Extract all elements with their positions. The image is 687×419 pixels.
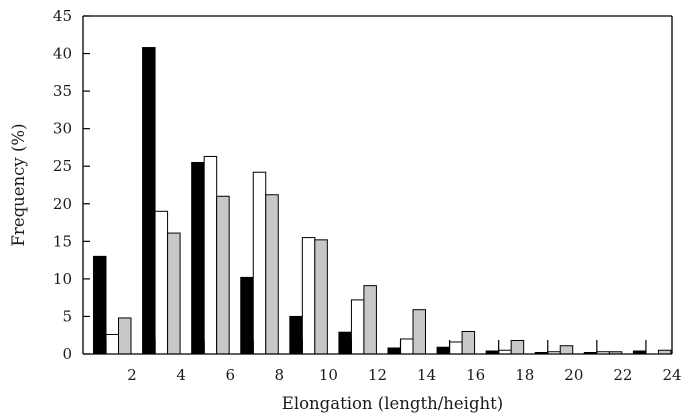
x-tick-label: 14: [417, 366, 436, 384]
bar-series3-bin5: [314, 239, 328, 355]
bar-series3-bin4: [265, 194, 279, 355]
x-tick-label: 2: [127, 366, 137, 384]
bar-series3-bin3: [216, 195, 230, 355]
x-tick-label: 16: [466, 366, 485, 384]
y-tick-label: 35: [53, 82, 72, 100]
axes-layer: [82, 15, 673, 355]
bar-series2-bin2: [154, 210, 169, 355]
bar-series2-bin4: [252, 171, 267, 355]
bar-series1-bin1: [93, 255, 107, 355]
y-tick-label: 30: [53, 120, 72, 138]
y-axis-title: Frequency (%): [9, 123, 28, 246]
bar-series3-bin2: [167, 232, 181, 355]
bar-series1-bin4: [240, 276, 254, 355]
x-tick-label: 10: [319, 366, 338, 384]
bar-series1-bin6: [338, 331, 352, 355]
bar-series1-bin8: [436, 346, 451, 355]
y-tick-label: 20: [53, 195, 72, 213]
y-tick-label: 25: [53, 157, 72, 175]
x-tick-label: 6: [225, 366, 235, 384]
x-tick-label: 24: [662, 366, 681, 384]
x-tick-label: 22: [613, 366, 632, 384]
bar-series1-bin2: [142, 47, 156, 355]
bar-series2-bin3: [203, 155, 218, 355]
bars-layer: [93, 47, 672, 355]
bar-series2-bin7: [400, 338, 414, 355]
bar-series2-bin8: [449, 341, 463, 355]
bar-series1-bin7: [387, 347, 401, 355]
bar-series3-bin9: [510, 339, 525, 355]
y-tick-label: 40: [53, 45, 72, 63]
y-tick-label: 0: [62, 345, 72, 363]
bar-series3-bin10: [559, 345, 574, 355]
bar-series3-bin7: [412, 309, 426, 355]
x-tick-label: 4: [176, 366, 186, 384]
x-tick-label: 20: [564, 366, 583, 384]
x-axis-title: Elongation (length/height): [282, 394, 503, 413]
bar-series3-bin6: [363, 285, 377, 355]
y-tick-label: 10: [53, 270, 72, 288]
y-tick-label: 5: [62, 307, 72, 325]
bar-series2-bin5: [301, 237, 316, 355]
bar-series1-bin5: [289, 315, 303, 355]
x-tick-label: 18: [515, 366, 534, 384]
bar-series1-bin3: [191, 161, 205, 355]
y-tick-label: 45: [53, 7, 72, 25]
bar-series2-bin1: [105, 333, 119, 355]
bar-series3-bin1: [118, 317, 132, 355]
x-tick-label: 12: [368, 366, 387, 384]
y-tick-label: 15: [53, 232, 72, 250]
bar-series3-bin8: [461, 330, 476, 355]
bar-series2-bin6: [350, 299, 365, 355]
x-tick-label: 8: [275, 366, 285, 384]
